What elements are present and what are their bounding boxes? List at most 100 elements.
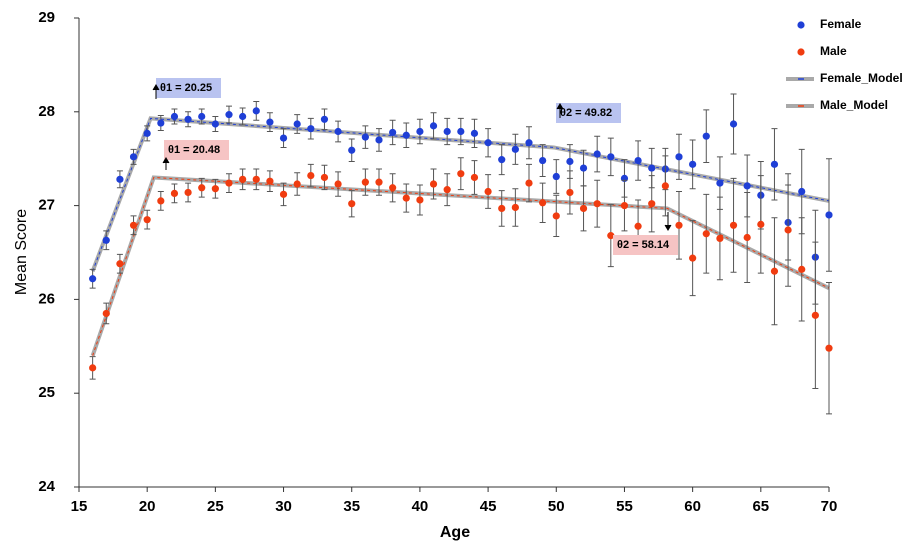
point: [89, 275, 97, 283]
x-tick-label: 35: [343, 498, 360, 515]
legend-swatch: [797, 21, 805, 29]
point: [811, 311, 819, 319]
point: [293, 120, 301, 128]
point: [402, 131, 410, 139]
point: [511, 203, 519, 212]
annotation: θ2 = 58.14: [617, 239, 670, 251]
point: [566, 157, 574, 166]
y-axis-title: Mean Score: [13, 209, 30, 295]
point: [402, 194, 410, 202]
legend: Female Male Female_Model Male_Model: [786, 17, 903, 112]
point: [607, 153, 615, 161]
annotation-arrows: [152, 84, 672, 231]
point: [157, 119, 165, 127]
point: [184, 188, 192, 197]
point: [102, 309, 110, 318]
point: [129, 153, 138, 161]
annotation: θ2 = 49.82: [560, 107, 612, 119]
x-tick-label: 40: [412, 498, 429, 515]
point: [470, 173, 479, 182]
legend-label: Female_Model: [820, 71, 903, 85]
legend-swatch: [797, 48, 805, 56]
annotation-box: [156, 78, 221, 98]
point: [579, 164, 588, 172]
point: [416, 127, 424, 136]
point: [143, 129, 151, 137]
point: [239, 175, 247, 183]
x-tick-label: 65: [752, 498, 769, 515]
point: [443, 127, 451, 136]
point: [702, 230, 710, 238]
x-axis-title: Age: [440, 524, 470, 541]
x-tick-label: 50: [548, 498, 565, 515]
point: [375, 178, 383, 186]
point: [416, 196, 424, 204]
x-tick-label: 20: [139, 498, 156, 515]
point: [648, 200, 656, 208]
annotation-box: [164, 140, 229, 160]
annotation: θ1 = 20.25: [160, 82, 212, 94]
point: [552, 212, 560, 220]
point: [757, 220, 765, 228]
point: [798, 187, 806, 196]
annotation: θ1 = 20.48: [168, 144, 220, 156]
point: [457, 127, 465, 136]
point: [620, 202, 629, 210]
point: [825, 344, 833, 352]
point: [239, 112, 247, 121]
point: [252, 175, 260, 183]
point: [279, 134, 288, 142]
point: [729, 221, 738, 229]
point: [457, 170, 465, 178]
point: [129, 221, 138, 229]
point: [170, 189, 179, 198]
point: [525, 139, 533, 147]
point: [784, 226, 792, 234]
point: [266, 177, 274, 185]
point: [102, 236, 110, 244]
y-tick-label: 27: [38, 197, 55, 214]
point: [198, 112, 206, 121]
point: [170, 112, 179, 121]
point: [89, 364, 97, 372]
x-tick-label: 15: [71, 498, 88, 515]
point: [593, 200, 601, 208]
point: [661, 182, 669, 190]
x-tick-label: 25: [207, 498, 224, 515]
point: [743, 233, 751, 242]
point: [675, 153, 683, 161]
point: [716, 234, 724, 243]
point: [225, 111, 233, 119]
point: [143, 216, 151, 224]
point: [116, 260, 124, 268]
x-tick-label: 45: [480, 498, 497, 515]
legend-label: Male: [820, 44, 847, 58]
point: [743, 182, 751, 190]
plot: [89, 93, 833, 415]
point: [798, 265, 806, 273]
point: [266, 118, 274, 126]
point: [361, 178, 369, 186]
point: [348, 200, 356, 208]
point: [225, 179, 233, 187]
point: [307, 125, 315, 133]
point: [770, 160, 779, 168]
point: [484, 139, 492, 147]
y-tick-label: 25: [38, 384, 55, 401]
y-tick-label: 28: [38, 103, 55, 120]
point: [334, 127, 342, 136]
point: [675, 221, 683, 229]
x-tick-label: 30: [275, 498, 292, 515]
point: [729, 120, 738, 128]
point: [593, 150, 601, 158]
x-tick-label: 55: [616, 498, 633, 515]
y-tick-label: 24: [38, 478, 55, 495]
point: [525, 179, 533, 187]
point: [539, 156, 547, 165]
point: [607, 232, 615, 240]
point: [702, 132, 710, 140]
point: [484, 187, 492, 196]
point: [689, 254, 697, 262]
y-tick-label: 26: [38, 290, 55, 307]
